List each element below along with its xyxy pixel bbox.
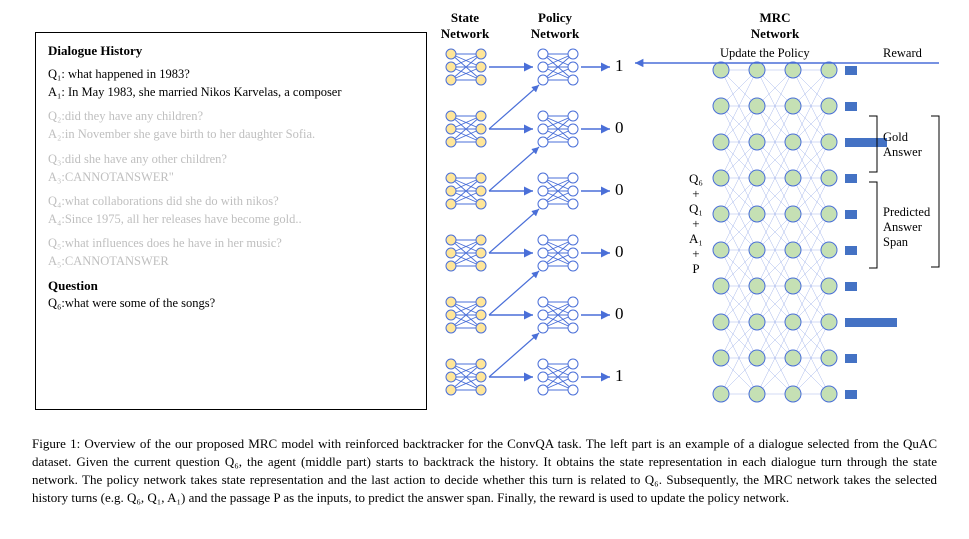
policy-net-1: [537, 46, 579, 88]
input-stack-token: P: [689, 262, 703, 277]
qa-q: Q₅:what influences does he have in her m…: [48, 234, 414, 252]
state-net-1: [445, 46, 487, 88]
state-net-2: [445, 108, 487, 150]
dialogue-header: Dialogue History: [48, 43, 414, 59]
qa-q: Q₁: what happened in 1983?: [48, 65, 414, 83]
figure-1: State Network Policy Network MRC Network…: [35, 10, 940, 430]
output-bar-8: [845, 318, 897, 327]
policy-output-1: 1: [615, 56, 624, 76]
policy-net-2: [537, 108, 579, 150]
qa-a: A₁: In May 1983, she married Nikos Karve…: [48, 83, 414, 101]
policy-net-5: [537, 294, 579, 336]
output-bar-7: [845, 282, 857, 291]
qa-a: A₅:CANNOTANSWER: [48, 252, 414, 270]
qa-q: Q₃:did she have any other children?: [48, 150, 414, 168]
input-stack-token: +: [689, 247, 703, 262]
qa-q: Q₂:did they have any children?: [48, 107, 414, 125]
input-stack-token: A₁: [689, 232, 703, 247]
qa-pair-2: Q₂:did they have any children?A₂:in Nove…: [48, 107, 414, 143]
output-bar-10: [845, 390, 857, 399]
qa-pair-4: Q₄:what collaborations did she do with n…: [48, 192, 414, 228]
label-policy-network: Policy Network: [520, 10, 590, 42]
qa-q: Q₄:what collaborations did she do with n…: [48, 192, 414, 210]
bracket-reward: [929, 114, 943, 269]
figure-caption: Figure 1: Overview of the our proposed M…: [32, 435, 937, 507]
qa-a: A₃:CANNOTANSWER": [48, 168, 414, 186]
policy-net-4: [537, 232, 579, 274]
label-predicted-answer: Predicted Answer Span: [883, 205, 930, 250]
input-stack-token: +: [689, 187, 703, 202]
qa-pair-5: Q₅:what influences does he have in her m…: [48, 234, 414, 270]
input-stack-token: Q₁: [689, 202, 703, 217]
bracket-predicted: [867, 180, 881, 270]
reward-line: [635, 55, 945, 75]
label-state-network: State Network: [430, 10, 500, 42]
mrc-input-stack: Q₆+Q₁+A₁+P: [689, 172, 703, 277]
question-label: Question: [48, 278, 414, 294]
output-bar-9: [845, 354, 857, 363]
policy-output-4: 0: [615, 242, 624, 262]
qa-pair-3: Q₃:did she have any other children?A₃:CA…: [48, 150, 414, 186]
output-bar-5: [845, 210, 857, 219]
state-net-5: [445, 294, 487, 336]
state-net-6: [445, 356, 487, 398]
state-net-3: [445, 170, 487, 212]
policy-output-6: 1: [615, 366, 624, 386]
qa-pair-1: Q₁: what happened in 1983?A₁: In May 198…: [48, 65, 414, 101]
output-bar-6: [845, 246, 857, 255]
policy-output-2: 0: [615, 118, 624, 138]
dialogue-history-box: Dialogue History Q₁: what happened in 19…: [35, 32, 427, 410]
question-text: Q₆:what were some of the songs?: [48, 296, 414, 311]
input-stack-token: +: [689, 217, 703, 232]
policy-output-3: 0: [615, 180, 624, 200]
output-bar-2: [845, 102, 857, 111]
policy-net-6: [537, 356, 579, 398]
policy-output-5: 0: [615, 304, 624, 324]
qa-a: A₄:Since 1975, all her releases have bec…: [48, 210, 414, 228]
bracket-gold: [867, 114, 881, 174]
qa-a: A₂:in November she gave birth to her dau…: [48, 125, 414, 143]
input-stack-token: Q₆: [689, 172, 703, 187]
policy-net-3: [537, 170, 579, 212]
state-net-4: [445, 232, 487, 274]
label-gold-answer: Gold Answer: [883, 130, 922, 160]
output-bar-4: [845, 174, 857, 183]
